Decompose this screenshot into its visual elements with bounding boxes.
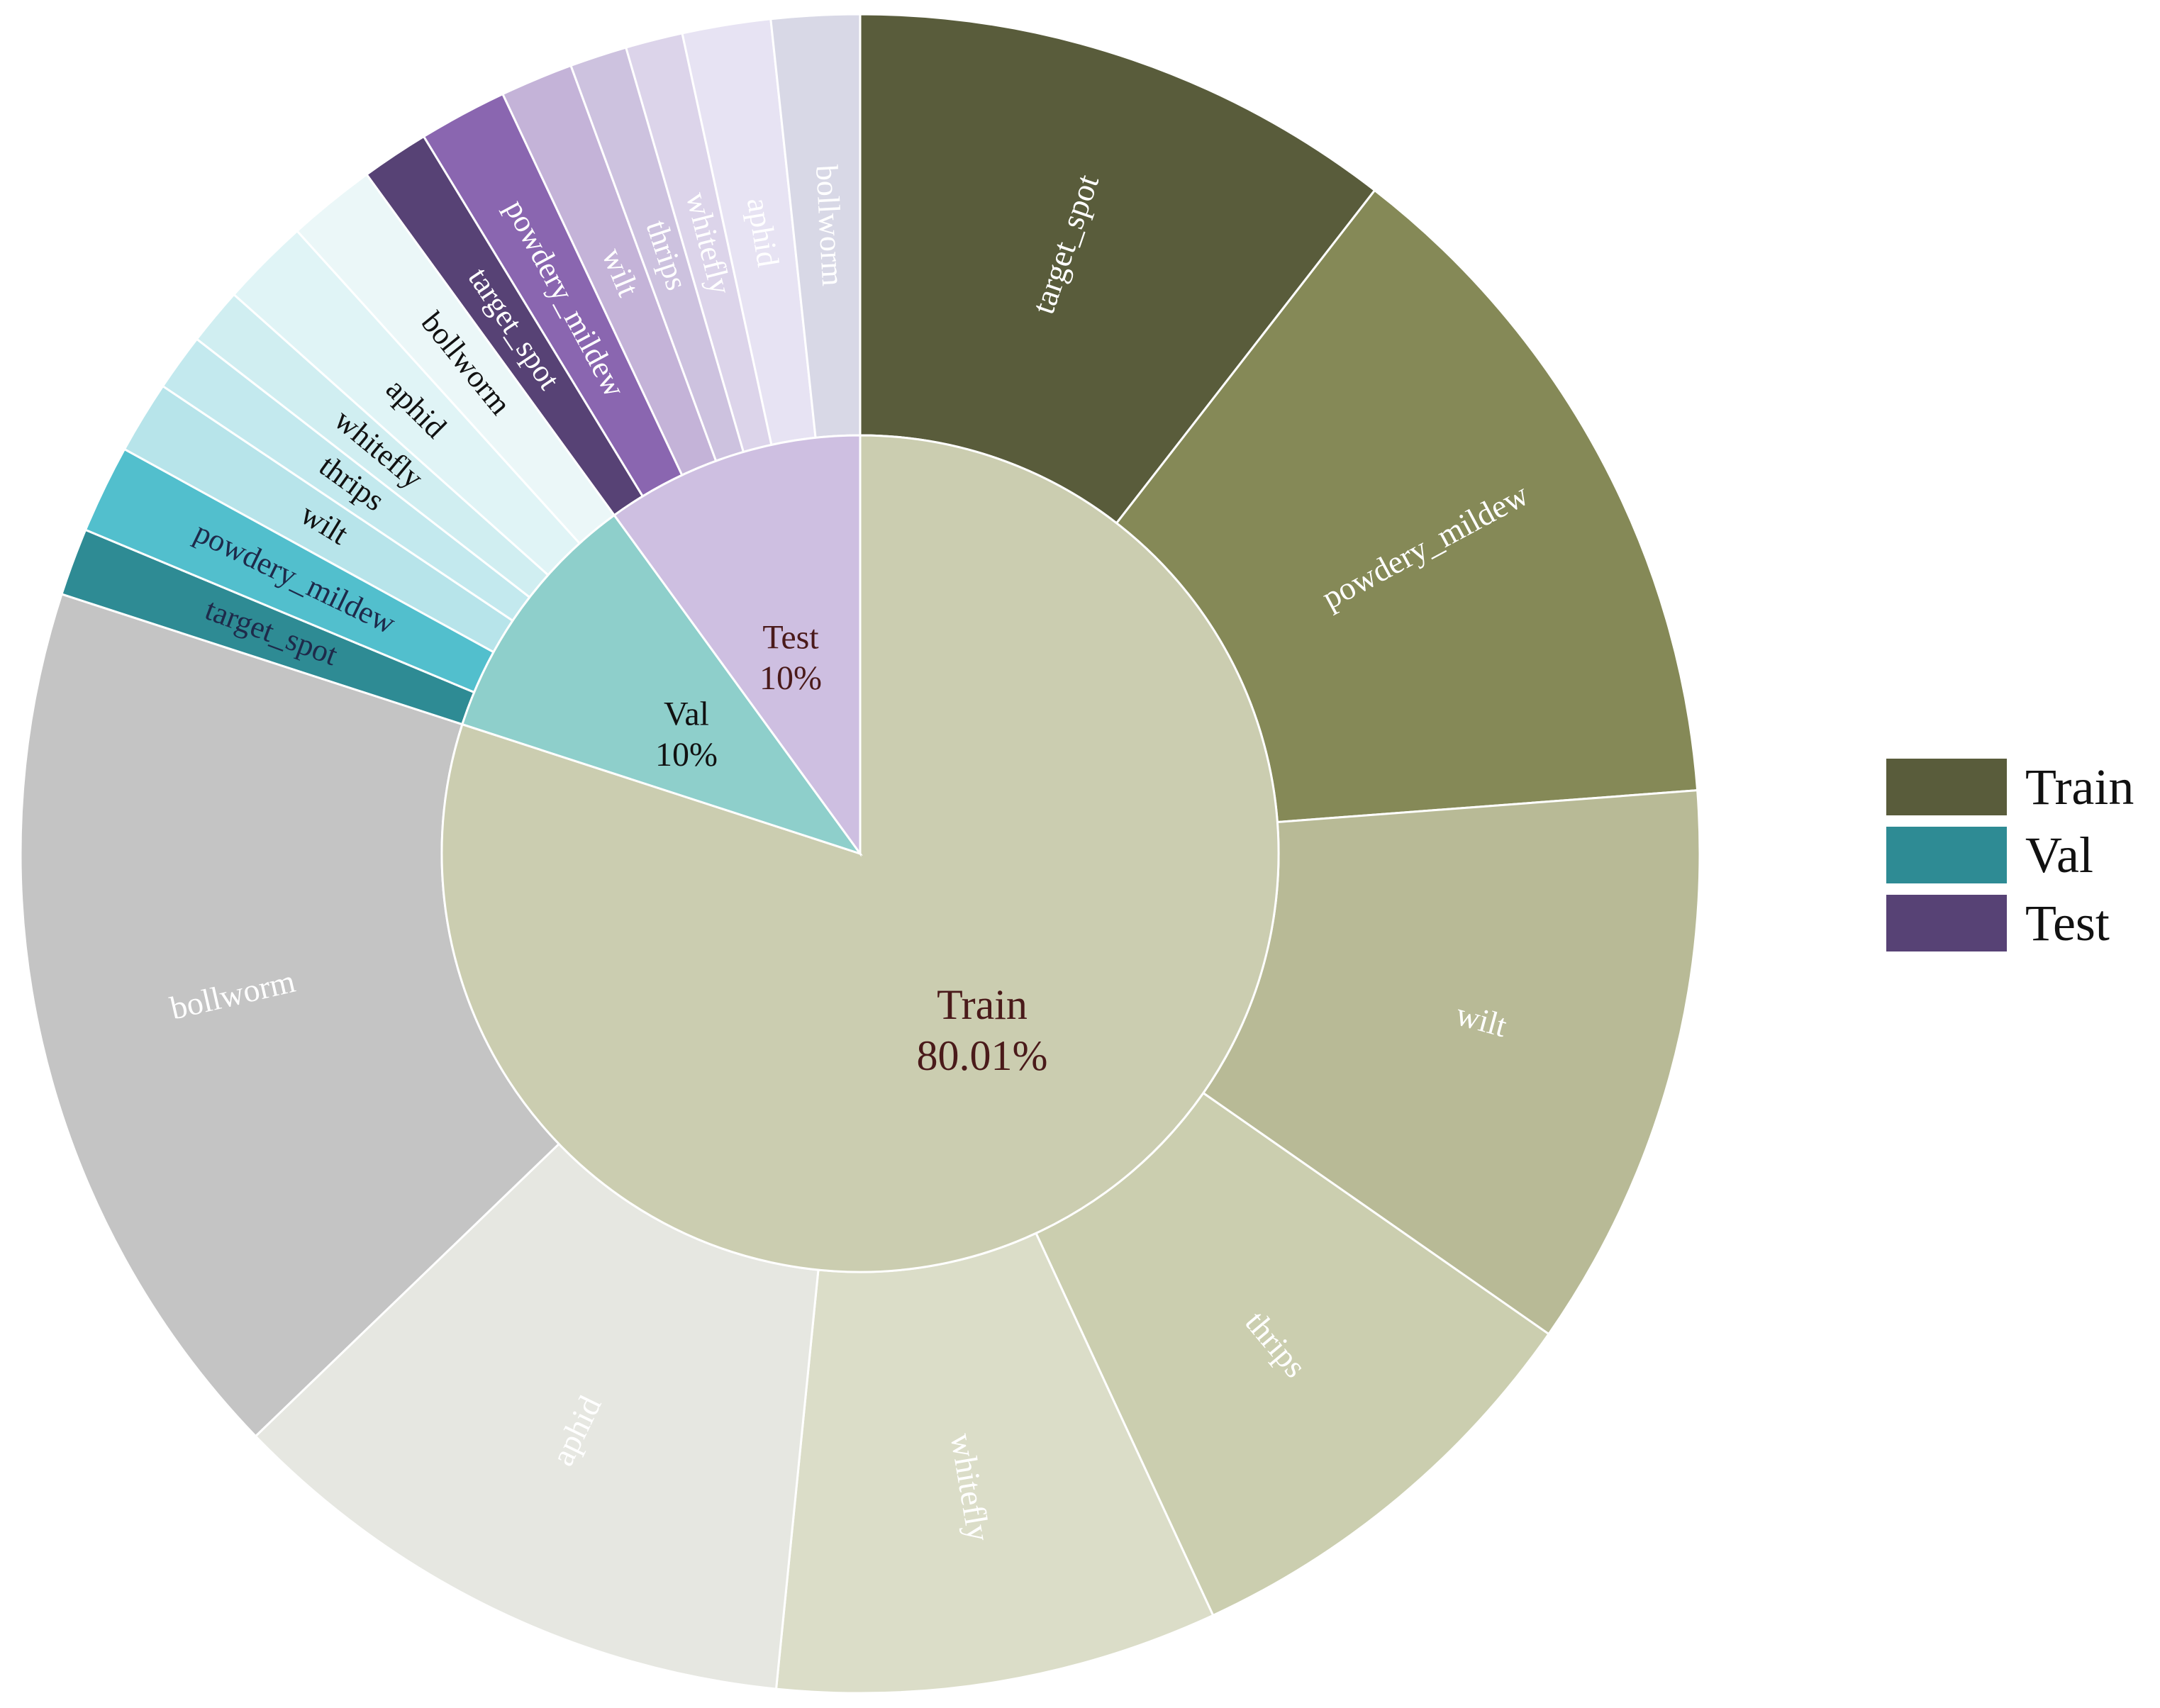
- segment-val: [461, 513, 863, 856]
- legend-item-test: Test: [1886, 889, 2134, 957]
- label-test-bollworm: bollworm: [809, 164, 850, 286]
- label-test-percent: 10%: [759, 659, 822, 697]
- label-train-name: Train: [937, 981, 1028, 1028]
- label-train-percent: 80.01%: [917, 1032, 1048, 1079]
- legend-label-train: Train: [2025, 759, 2134, 815]
- outer-ring: [19, 13, 1701, 1695]
- legend-item-val: Val: [1886, 821, 2134, 889]
- legend-swatch-test: [1886, 895, 2007, 951]
- inner-ring: [440, 434, 1280, 1273]
- legend-swatch-val: [1886, 827, 2007, 883]
- label-test-name: Test: [762, 618, 819, 656]
- legend: Train Val Test: [1886, 753, 2134, 957]
- label-val-name: Val: [664, 695, 709, 732]
- label-val-percent: 10%: [655, 736, 718, 774]
- segment-test: [613, 434, 862, 857]
- legend-label-test: Test: [2025, 895, 2110, 951]
- legend-label-val: Val: [2025, 827, 2093, 883]
- legend-item-train: Train: [1886, 753, 2134, 821]
- legend-swatch-train: [1886, 759, 2007, 815]
- sunburst-chart: target_spotpowdery_mildewwiltthripswhite…: [19, 13, 1701, 1695]
